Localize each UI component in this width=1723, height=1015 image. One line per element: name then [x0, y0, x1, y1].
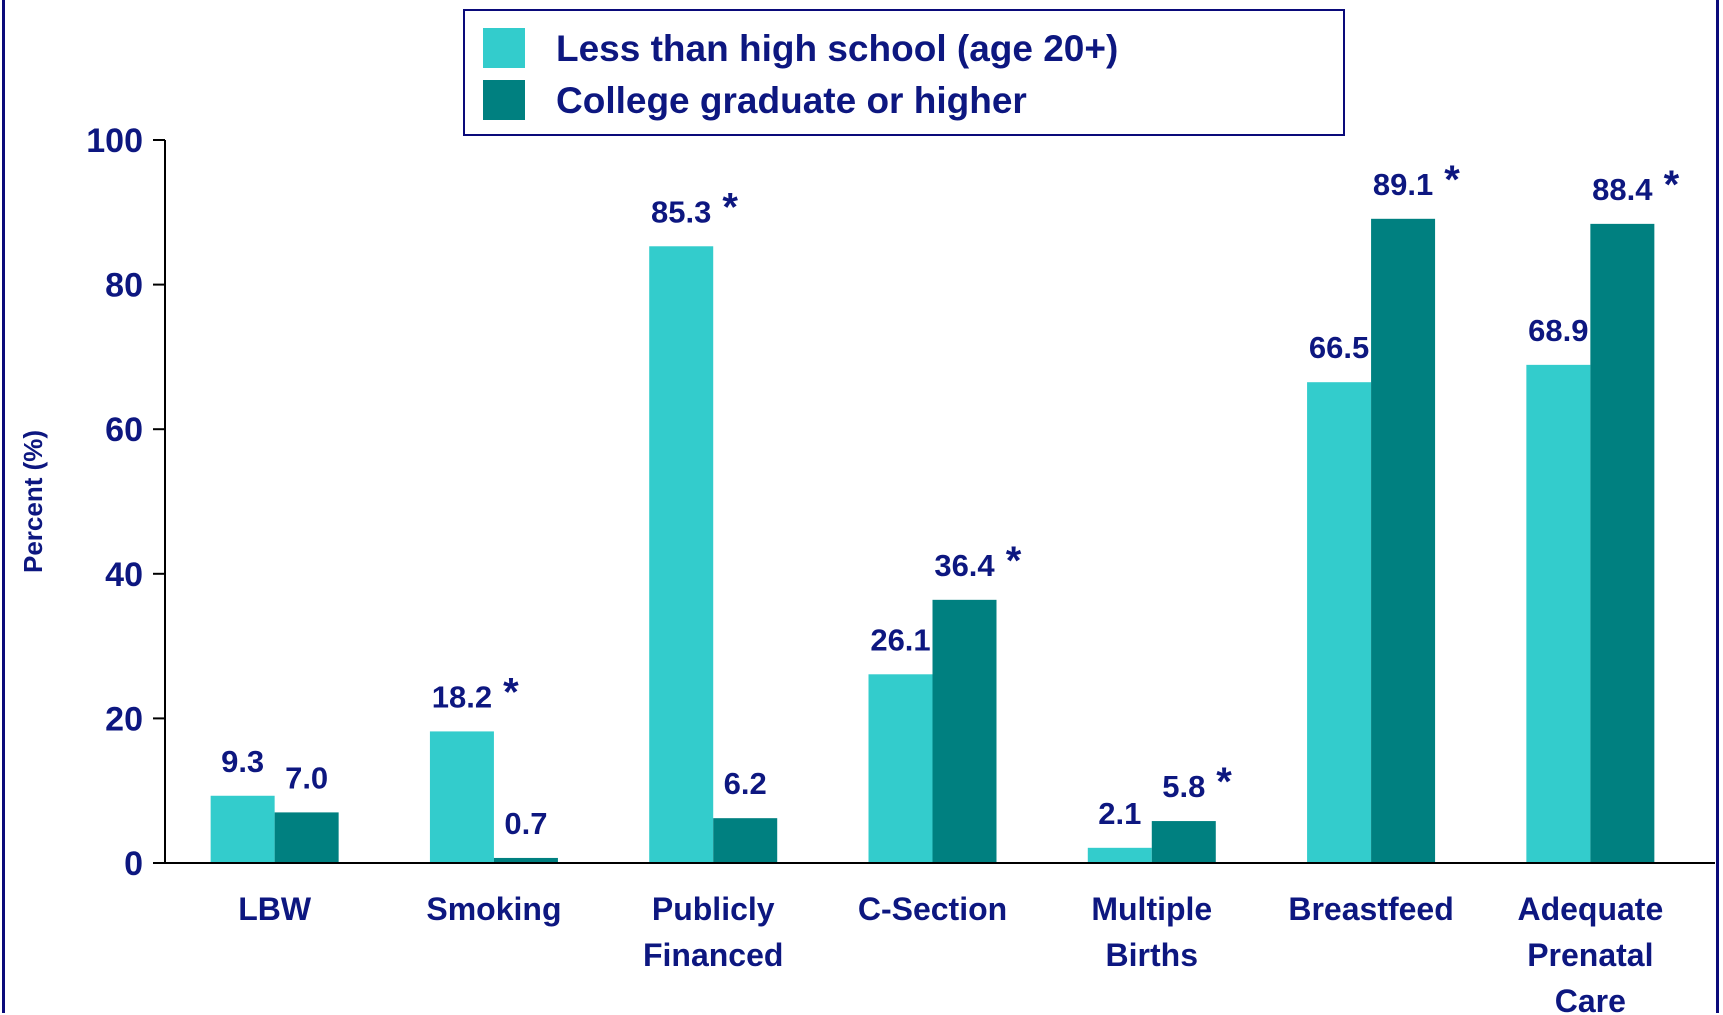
y-axis-title: Percent (%): [18, 430, 48, 573]
data-label: 68.9: [1528, 313, 1588, 348]
y-tick-label: 100: [86, 122, 143, 160]
bar: [932, 599, 997, 863]
legend-label-1: Less than high school (age 20+): [556, 28, 1118, 69]
bar: [1307, 382, 1372, 863]
legend-swatch-1: [483, 28, 525, 68]
y-tick-label: 80: [105, 267, 143, 305]
data-label: 0.7: [504, 806, 547, 841]
bar: [1087, 847, 1152, 863]
data-label: 18.2: [432, 679, 492, 714]
significance-mark: *: [1216, 760, 1232, 804]
bars: [210, 218, 1655, 864]
data-label: 89.1: [1373, 167, 1433, 202]
x-tick-label: Multiple: [1091, 891, 1212, 927]
y-tick-label: 0: [124, 845, 143, 883]
bar: [713, 818, 778, 863]
x-tick-label: Financed: [643, 937, 783, 973]
legend-swatch-2: [483, 80, 525, 120]
x-axis: LBW Smoking Publicly Financed C-Section Multi…: [165, 862, 1715, 1015]
data-label: 6.2: [724, 766, 767, 801]
bar: [1151, 821, 1216, 863]
data-label: 26.1: [870, 622, 930, 657]
legend-box: [463, 9, 1345, 136]
significance-mark: *: [1444, 158, 1460, 202]
bar: [868, 674, 933, 863]
legend: Less than high school (age 20+) College g…: [463, 9, 1345, 136]
x-tick-label: LBW: [238, 891, 312, 927]
y-tick-label: 20: [105, 700, 143, 738]
x-tick-label: Breastfeed: [1288, 891, 1453, 927]
significance-mark: *: [1006, 539, 1022, 583]
data-labels: 9.3 7.0 18.2 0.7 85.3 6.2 26.1 36.4 2.1 5.8 66.5 89…: [221, 158, 1679, 841]
x-tick-label: Adequate: [1517, 891, 1663, 927]
data-label: 2.1: [1098, 796, 1141, 831]
bar: [493, 857, 558, 863]
y-tick-label: 60: [105, 411, 143, 449]
significance-mark: *: [722, 185, 738, 229]
x-tick-label: Prenatal: [1527, 937, 1653, 973]
x-tick-label: Smoking: [426, 891, 561, 927]
data-label: 9.3: [221, 744, 264, 779]
bar: [210, 795, 275, 863]
legend-label-2: College graduate or higher: [556, 80, 1027, 121]
bar: [429, 731, 494, 863]
significance-mark: *: [1664, 163, 1680, 207]
data-label: 36.4: [934, 548, 995, 583]
bar: [649, 246, 714, 863]
x-tick-label: Publicly: [652, 891, 775, 927]
data-label: 66.5: [1309, 330, 1369, 365]
data-label: 5.8: [1162, 769, 1205, 804]
bar: [1371, 218, 1436, 863]
y-tick-label: 40: [105, 556, 143, 594]
data-label: 85.3: [651, 194, 711, 229]
bar: [1590, 223, 1655, 864]
x-tick-label: Care: [1555, 983, 1626, 1015]
data-label: 88.4: [1592, 172, 1653, 207]
x-tick-label: C-Section: [858, 891, 1007, 927]
significance-mark: *: [503, 670, 519, 714]
data-label: 7.0: [285, 760, 328, 795]
bar: [1526, 364, 1591, 863]
bar: [274, 812, 339, 863]
x-tick-label: Births: [1106, 937, 1198, 973]
y-axis: 0 20 40 60 80 100 Percent (%): [18, 122, 166, 883]
